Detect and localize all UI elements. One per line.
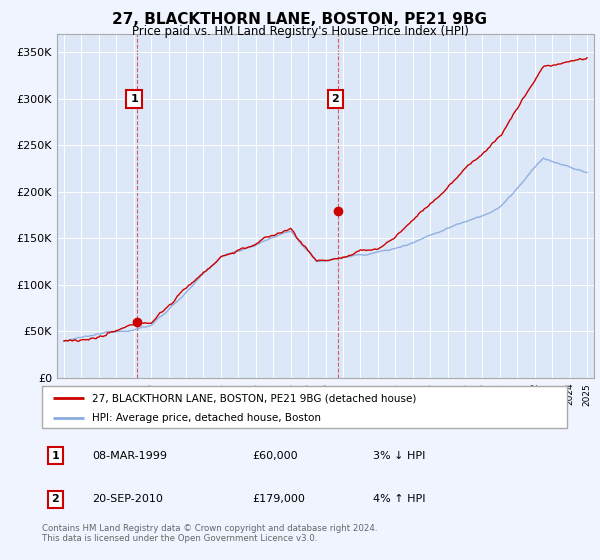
Text: 1: 1 bbox=[51, 451, 59, 461]
Text: £179,000: £179,000 bbox=[252, 494, 305, 504]
Text: 27, BLACKTHORN LANE, BOSTON, PE21 9BG (detached house): 27, BLACKTHORN LANE, BOSTON, PE21 9BG (d… bbox=[92, 393, 416, 403]
Text: Price paid vs. HM Land Registry's House Price Index (HPI): Price paid vs. HM Land Registry's House … bbox=[131, 25, 469, 38]
Text: Contains HM Land Registry data © Crown copyright and database right 2024.
This d: Contains HM Land Registry data © Crown c… bbox=[42, 524, 377, 543]
Text: HPI: Average price, detached house, Boston: HPI: Average price, detached house, Bost… bbox=[92, 413, 321, 423]
Text: 2: 2 bbox=[51, 494, 59, 504]
Text: 27, BLACKTHORN LANE, BOSTON, PE21 9BG: 27, BLACKTHORN LANE, BOSTON, PE21 9BG bbox=[113, 12, 487, 27]
Text: 4% ↑ HPI: 4% ↑ HPI bbox=[373, 494, 425, 504]
Text: 20-SEP-2010: 20-SEP-2010 bbox=[92, 494, 163, 504]
Text: 3% ↓ HPI: 3% ↓ HPI bbox=[373, 451, 425, 461]
Text: 08-MAR-1999: 08-MAR-1999 bbox=[92, 451, 167, 461]
Text: £60,000: £60,000 bbox=[252, 451, 298, 461]
Text: 2: 2 bbox=[332, 94, 340, 104]
Text: 1: 1 bbox=[130, 94, 138, 104]
